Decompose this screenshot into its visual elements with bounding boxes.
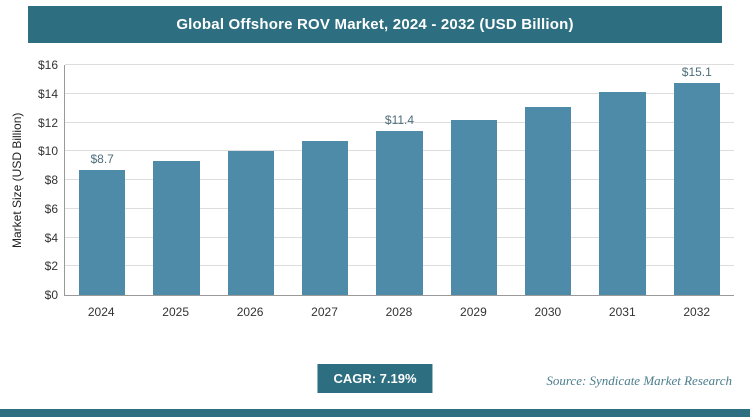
bar-slot: $11.4 xyxy=(362,65,436,295)
gridline xyxy=(65,121,734,123)
x-axis-row: 2024 2025 2026 2027 2028 2029 2030 2031 2032 xyxy=(26,296,734,319)
x-tick-label: 2024 xyxy=(87,305,115,319)
bar-2026 xyxy=(227,151,274,295)
y-tick-label: $2 xyxy=(44,259,58,274)
bar-2025 xyxy=(153,161,200,295)
x-axis-labels: 2024 2025 2026 2027 2028 2029 2030 2031 2032 xyxy=(64,296,734,319)
plot-row: $0 $2 $4 $6 $8 $10 $12 $14 $16 $8.7 $11.4 $15.1 xyxy=(26,58,734,302)
cagr-badge: CAGR: 7.19% xyxy=(317,364,433,393)
y-tick-label: $14 xyxy=(37,86,58,101)
gridline xyxy=(65,64,734,65)
bar-slot xyxy=(437,65,511,295)
y-tick-label: $12 xyxy=(37,115,58,130)
bars-container: $8.7 $11.4 $15.1 xyxy=(65,65,734,295)
y-tick-label: $10 xyxy=(37,144,58,159)
bar-2032 xyxy=(673,83,720,295)
bar-slot xyxy=(585,65,659,295)
x-tick-label: 2025 xyxy=(162,305,189,319)
x-tick-label: 2029 xyxy=(460,305,487,319)
y-tick-label: $8 xyxy=(44,173,58,187)
x-tick-label: 2032 xyxy=(683,305,711,319)
chart-title: Global Offshore ROV Market, 2024 - 2032 … xyxy=(176,16,574,33)
bar-value-label: $15.1 xyxy=(681,65,712,79)
bar-slot xyxy=(139,65,213,295)
y-tick-label: $16 xyxy=(37,58,58,72)
bar-2028 xyxy=(376,131,423,295)
x-tick-label: 2026 xyxy=(236,305,264,319)
bar-2027 xyxy=(302,141,349,295)
bar-2029 xyxy=(450,119,497,295)
x-tick-label: 2030 xyxy=(534,305,562,319)
cagr-label: CAGR: 7.19% xyxy=(333,371,417,386)
y-tick-label: $0 xyxy=(44,288,58,302)
y-axis-ticks: $0 $2 $4 $6 $8 $10 $12 $14 $16 xyxy=(26,58,64,302)
bar-value-label: $11.4 xyxy=(384,113,415,128)
y-tick-label: $6 xyxy=(44,201,58,216)
source-attribution: Source: Syndicate Market Research xyxy=(546,373,732,388)
bar-value-label: $8.7 xyxy=(90,151,114,166)
bar-slot xyxy=(214,65,288,295)
bar-slot xyxy=(288,65,362,295)
x-tick-label: 2031 xyxy=(608,305,636,319)
bar-slot: $8.7 xyxy=(65,65,139,295)
bar-2024 xyxy=(79,169,126,295)
x-tick-label: 2027 xyxy=(311,305,338,319)
bar-slot xyxy=(511,65,585,295)
bar-2030 xyxy=(525,106,572,295)
y-tick-label: $4 xyxy=(44,230,58,245)
bar-slot: $15.1 xyxy=(660,65,734,295)
gridline xyxy=(65,92,734,94)
x-tick-label: 2028 xyxy=(385,305,413,319)
bar-chart: Market Size (USD Billion) $0 $2 $4 $6 $8 $10 $… xyxy=(8,58,734,319)
plot-area: $8.7 $11.4 $15.1 xyxy=(64,64,734,296)
chart-main: $0 $2 $4 $6 $8 $10 $12 $14 $16 $8.7 $11.4 $15.1 20… xyxy=(26,58,734,319)
y-axis-title: Market Size (USD Billion) xyxy=(10,112,24,248)
bar-2031 xyxy=(599,92,646,295)
bottom-accent-strip xyxy=(0,409,750,417)
chart-title-bar: Global Offshore ROV Market, 2024 - 2032 … xyxy=(28,6,722,43)
